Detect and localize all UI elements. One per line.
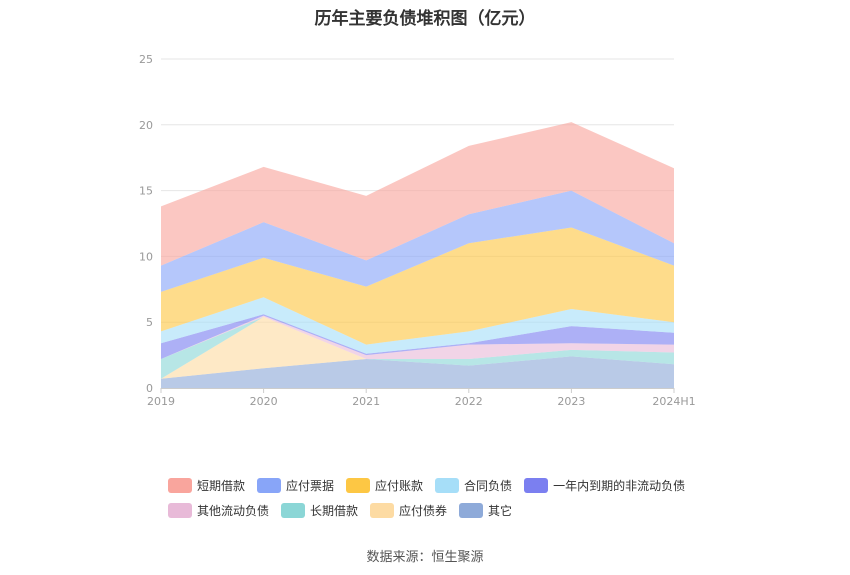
legend-row: 短期借款 应付票据 应付账款 合同负债 一年内到期的非流动负债 — [168, 473, 728, 498]
legend-swatch — [168, 503, 192, 518]
chart-title: 历年主要负债堆积图（亿元） — [314, 9, 536, 29]
area-series-0 — [161, 356, 674, 388]
legend-label: 应付票据 — [286, 479, 335, 493]
x-tick-label: 2021 — [352, 395, 380, 408]
legend-swatch — [257, 478, 282, 493]
y-tick-label: 20 — [139, 119, 153, 132]
legend-item[interactable]: 短期借款 — [168, 477, 245, 494]
area-series-6 — [161, 227, 674, 345]
x-tick-label: 2022 — [455, 395, 483, 408]
legend-label: 一年内到期的非流动负债 — [553, 479, 686, 493]
legend-label: 其它 — [488, 504, 513, 518]
area-series-3 — [161, 315, 674, 360]
legend-swatch — [459, 503, 484, 518]
data-source-note: 数据来源：恒生聚源 — [366, 550, 484, 565]
legend-label: 其他流动负债 — [197, 504, 270, 518]
legend-item[interactable]: 应付债券 — [370, 502, 447, 519]
legend-item[interactable]: 其它 — [459, 502, 512, 519]
y-tick-label: 5 — [146, 316, 153, 329]
x-tick-label: 2020 — [250, 395, 278, 408]
legend-swatch — [435, 478, 460, 493]
y-tick-label: 25 — [139, 53, 153, 66]
area-series-7 — [161, 190, 674, 292]
legend-item[interactable]: 长期借款 — [281, 502, 358, 519]
legend-swatch — [370, 503, 395, 518]
legend-item[interactable]: 其他流动负债 — [168, 502, 269, 519]
legend-item[interactable]: 一年内到期的非流动负债 — [524, 477, 685, 494]
legend-label: 应付债券 — [399, 504, 448, 518]
legend-label: 长期借款 — [310, 504, 359, 518]
y-tick-label: 15 — [139, 185, 153, 198]
legend-item[interactable]: 应付账款 — [346, 477, 423, 494]
area-series-4 — [161, 314, 674, 360]
legend-swatch — [346, 478, 371, 493]
legend-item[interactable]: 合同负债 — [435, 477, 512, 494]
x-tick-label: 2019 — [147, 395, 175, 408]
area-series-8 — [161, 122, 674, 266]
legend-swatch — [281, 503, 306, 518]
chart-legend: 短期借款 应付票据 应付账款 合同负债 一年内到期的非流动负债其他流动负债 长期借款 应付债… — [168, 473, 728, 523]
area-series-1 — [161, 316, 674, 379]
legend-item[interactable]: 应付票据 — [257, 477, 334, 494]
legend-label: 应付账款 — [375, 479, 424, 493]
legend-row: 其他流动负债 长期借款 应付债券 其它 — [168, 498, 728, 523]
y-tick-label: 0 — [146, 382, 153, 395]
x-tick-label: 2024H1 — [652, 395, 695, 408]
legend-label: 短期借款 — [197, 479, 246, 493]
legend-swatch — [168, 478, 192, 493]
area-series-5 — [161, 297, 674, 354]
y-tick-label: 10 — [139, 250, 153, 263]
legend-label: 合同负债 — [464, 479, 513, 493]
x-tick-label: 2023 — [557, 395, 585, 408]
legend-swatch — [524, 478, 549, 493]
